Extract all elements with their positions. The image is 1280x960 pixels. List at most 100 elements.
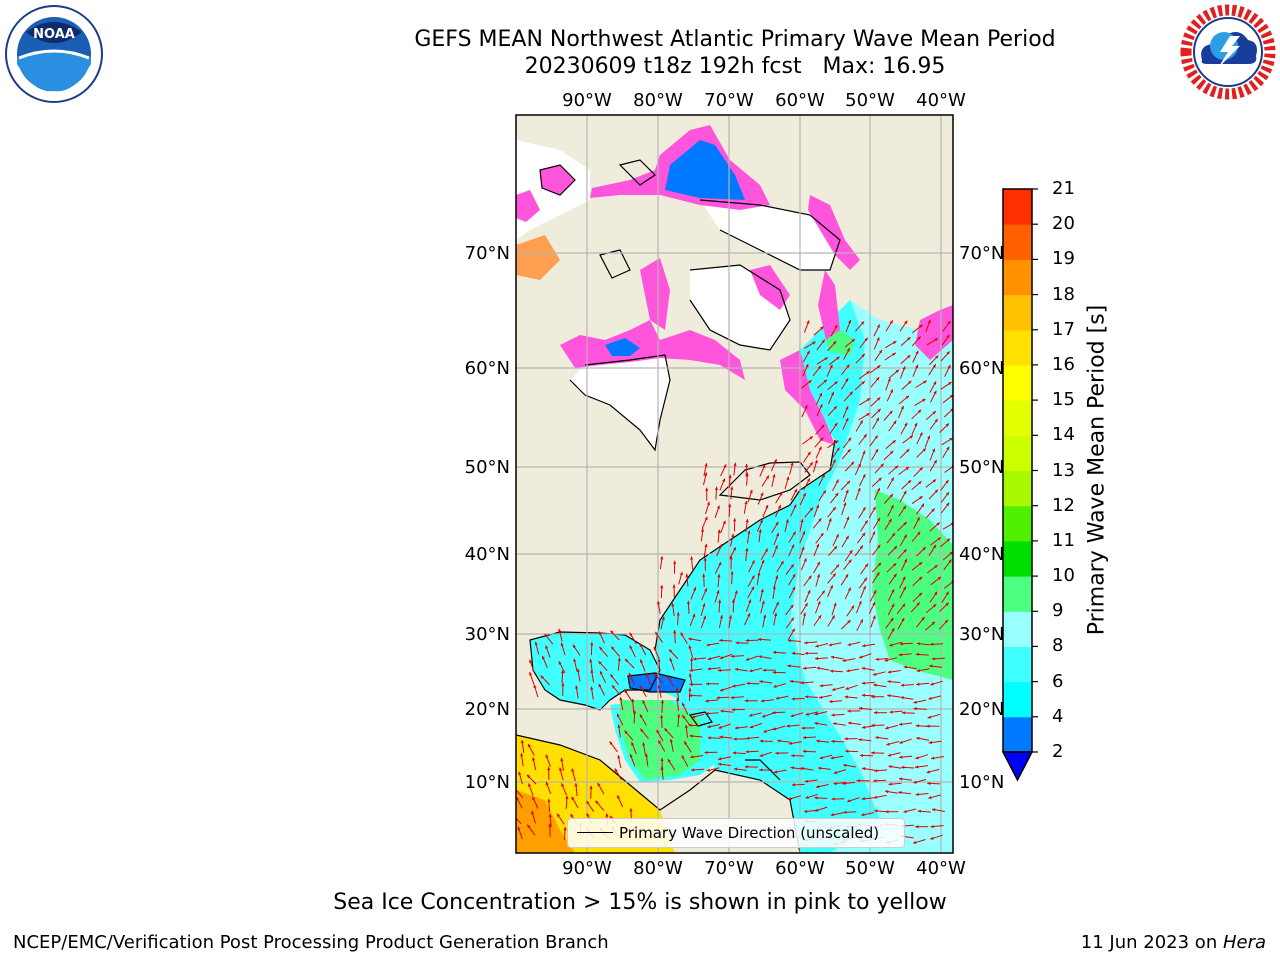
lon-label-bottom: 60°W [775, 858, 825, 879]
wave-arrow-head [866, 413, 870, 417]
wave-arrow-head [704, 543, 708, 548]
wave-arrow-head [842, 781, 846, 785]
lon-label-top: 70°W [704, 90, 754, 111]
wave-arrow-head [894, 465, 899, 469]
wave-arrow-head [791, 544, 795, 548]
wave-arrow-head [664, 728, 668, 732]
wave-arrow-head [934, 591, 938, 596]
wave-arrow-head [617, 713, 620, 718]
wave-arrow-head [899, 642, 903, 646]
wave-arrow-head [899, 722, 903, 726]
wave-arrow-head [903, 534, 907, 538]
wave-arrow-head [531, 810, 535, 815]
wave-arrow-head [791, 783, 795, 787]
sea-ice-footnote: Sea Ice Concentration > 15% is shown in … [333, 890, 947, 915]
wave-arrow-head [731, 708, 735, 712]
wave-arrow-head [545, 781, 549, 786]
wave-arrow-head [831, 797, 835, 801]
wave-arrow-head [761, 600, 765, 605]
wave-arrow-head [917, 809, 921, 813]
wave-arrow-head [803, 612, 807, 616]
wave-arrow-head [814, 721, 818, 725]
colorbar-segment [1003, 329, 1032, 366]
wave-arrow-head [902, 576, 906, 581]
wave-arrow-head [629, 754, 633, 758]
wave-arrow-head [946, 502, 950, 507]
wave-arrow-head [778, 505, 781, 509]
wave-arrow-head [676, 697, 680, 702]
wave-arrow-head [819, 695, 823, 699]
wave-arrow-head [859, 753, 864, 758]
wave-arrow-head [746, 681, 750, 685]
wave-arrow-head [922, 547, 926, 551]
lat-label-right: 60°N [959, 358, 1004, 379]
wave-arrow-head [903, 549, 907, 553]
wave-arrow-head [878, 477, 882, 481]
credit-date-text: 11 Jun 2023 on [1080, 932, 1223, 953]
wave-arrow-head [907, 355, 911, 359]
wave-arrow-head [913, 700, 917, 704]
wave-arrow-head [861, 381, 865, 385]
wave-arrow-head [887, 680, 891, 684]
wave-arrow-head [930, 836, 934, 840]
wave-arrow-head [846, 516, 850, 521]
wave-arrow-head [775, 521, 779, 526]
lon-label-bottom: 70°W [704, 858, 754, 879]
wave-arrow-head [540, 675, 544, 679]
wave-arrow-head [773, 770, 778, 774]
wave-arrow-head [845, 489, 849, 494]
colorbar-tick-label: 21 [1052, 178, 1075, 199]
wave-arrow-head [676, 612, 680, 616]
wave-arrow-head [901, 617, 905, 622]
wave-arrow-head [947, 321, 951, 325]
wave-arrow-head [573, 658, 577, 662]
wave-arrow-head [930, 642, 934, 646]
wave-arrow-head [735, 641, 739, 645]
wave-arrow-head [932, 544, 936, 549]
wave-arrow-head [790, 714, 794, 718]
lon-label-bottom: 80°W [633, 858, 683, 879]
wave-arrow-head [787, 664, 791, 668]
colorbar-tick-label: 12 [1052, 494, 1075, 516]
wave-arrow-head [845, 378, 849, 382]
wave-arrow-head [886, 742, 890, 746]
wave-arrow-head [820, 437, 824, 441]
wave-arrow-head [610, 674, 614, 678]
wave-arrow-head [906, 449, 910, 453]
wave-arrow-head [843, 763, 847, 767]
nws-logo [1180, 4, 1276, 100]
wave-arrow-head [749, 489, 753, 494]
colorbar-tick-label: 18 [1052, 283, 1075, 305]
colorbar-tick-label: 4 [1052, 705, 1064, 727]
wave-arrow-head [673, 560, 677, 564]
wave-arrow-head [774, 612, 778, 617]
wave-arrow-head [900, 405, 904, 410]
wave-arrow-head [805, 364, 809, 368]
wave-arrow-head [913, 780, 917, 784]
wave-arrow-head [790, 617, 794, 621]
wave-arrow-head [788, 741, 793, 745]
credit-machine: Hera [1222, 932, 1266, 953]
wave-arrow-head [915, 756, 919, 760]
wave-arrow-head [842, 658, 846, 662]
wave-arrow-head [863, 577, 867, 582]
wave-arrow-head [919, 467, 923, 471]
wave-arrow-head [532, 796, 536, 801]
wave-arrow-head [757, 572, 761, 576]
wave-arrow-head [923, 380, 927, 384]
wave-arrow-head [948, 382, 952, 386]
wave-arrow-head [934, 338, 938, 342]
wave-arrow-head [609, 741, 613, 745]
wave-arrow-head [903, 809, 907, 813]
wave-arrow [944, 465, 953, 473]
wave-arrow-head [759, 753, 764, 757]
wave-arrow-head [614, 768, 618, 772]
wave-arrow-head [800, 681, 804, 685]
wave-arrow-head [885, 810, 889, 814]
wave-arrow-head [775, 751, 779, 755]
wave-arrow-head [843, 810, 847, 814]
wave-arrow-head [888, 765, 892, 769]
lon-label-top: 50°W [845, 90, 895, 111]
wave-arrow-head [748, 599, 752, 603]
wave-arrow-head [851, 605, 855, 609]
